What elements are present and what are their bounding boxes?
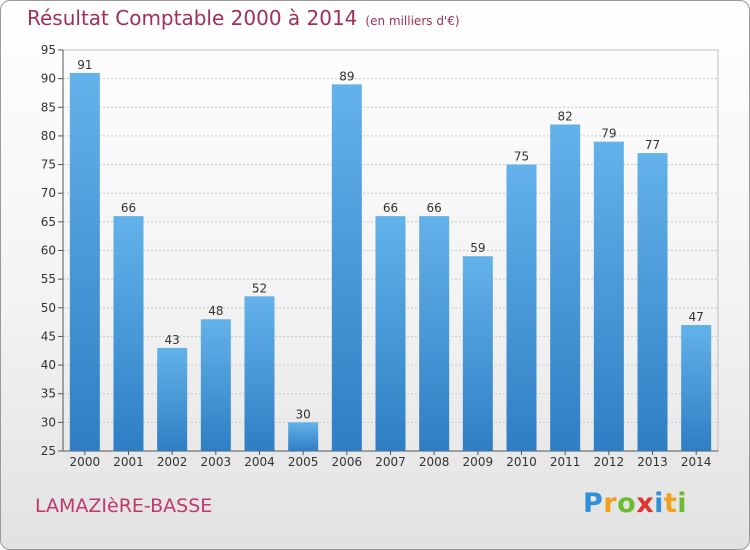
y-tick-label: 35 (41, 387, 56, 401)
chart-title-block: Résultat Comptable 2000 à 2014 (en millie… (27, 6, 460, 30)
bars (69, 72, 712, 452)
data-label: 75 (514, 150, 529, 164)
x-tick-label: 2009 (463, 455, 494, 469)
y-tick-label: 65 (41, 215, 56, 229)
y-tick-label: 55 (41, 272, 56, 286)
y-tick-label: 40 (41, 358, 56, 372)
y-tick-label: 30 (41, 415, 56, 429)
bar (637, 153, 668, 451)
bar (550, 124, 581, 451)
y-tick-label: 85 (41, 100, 56, 114)
data-label: 82 (558, 109, 573, 123)
bar (157, 347, 188, 451)
y-tick-label: 80 (41, 129, 56, 143)
data-labels: 91 66 43 48 52 30 89 66 66 59 75 82 79 77 47 (77, 58, 704, 421)
data-label: 89 (339, 69, 354, 83)
bar (331, 84, 362, 451)
x-tick-label: 2001 (113, 455, 144, 469)
data-label: 47 (689, 310, 704, 324)
logo-letter: o (617, 488, 637, 519)
bar (462, 256, 493, 451)
y-tick-label: 45 (41, 329, 56, 343)
data-label: 52 (252, 281, 267, 295)
logo-letter: t (663, 488, 678, 519)
bar (375, 216, 406, 451)
y-tick-label: 90 (41, 72, 56, 86)
data-label: 66 (427, 201, 442, 215)
data-label: 48 (208, 304, 223, 318)
x-tick-label: 2012 (594, 455, 625, 469)
bar (200, 319, 231, 451)
chart-subtitle: (en milliers d'€) (365, 14, 460, 28)
data-label: 77 (645, 138, 660, 152)
x-tick-label: 2005 (288, 455, 319, 469)
y-tick-label: 50 (41, 301, 56, 315)
logo-letter: x (636, 488, 655, 519)
data-label: 66 (383, 201, 398, 215)
y-tick-label: 95 (41, 43, 56, 57)
axes: 25 30 35 40 45 50 55 60 65 70 75 80 85 90 95 2000 2001 20… (41, 43, 718, 469)
bar (69, 72, 100, 452)
x-tick-label: 2011 (550, 455, 581, 469)
bar (419, 216, 450, 451)
x-tick-label: 2002 (157, 455, 188, 469)
data-label: 91 (77, 58, 92, 72)
x-tick-label: 2003 (201, 455, 232, 469)
x-tick-label: 2007 (375, 455, 406, 469)
x-tick-label: 2014 (681, 455, 712, 469)
data-label: 79 (601, 127, 616, 141)
bar (244, 296, 275, 451)
data-label: 30 (296, 407, 311, 421)
x-tick-label: 2010 (506, 455, 537, 469)
bar (113, 216, 144, 451)
x-tick-label: 2004 (244, 455, 275, 469)
data-label: 43 (165, 333, 180, 347)
proxiti-logo: Proxiti (583, 488, 687, 519)
y-tick-label: 60 (41, 244, 56, 258)
x-tick-label: 2013 (637, 455, 668, 469)
logo-letter: i (677, 488, 688, 519)
x-tick-label: 2008 (419, 455, 450, 469)
logo-letter: i (654, 488, 664, 519)
x-tick-label: 2006 (332, 455, 363, 469)
x-tick-label: 2000 (70, 455, 101, 469)
bar (506, 164, 537, 452)
data-label: 59 (470, 241, 485, 255)
logo-letter: r (603, 488, 618, 519)
bar (288, 422, 319, 451)
y-tick-label: 25 (41, 444, 56, 458)
logo-letter: P (583, 488, 604, 519)
bar (681, 324, 712, 451)
bar (593, 141, 624, 451)
y-tick-label: 70 (41, 186, 56, 200)
chart-title: Résultat Comptable 2000 à 2014 (27, 6, 358, 30)
data-label: 66 (121, 201, 136, 215)
commune-name: LAMAZIèRE-BASSE (35, 495, 213, 517)
y-tick-label: 75 (41, 158, 56, 172)
